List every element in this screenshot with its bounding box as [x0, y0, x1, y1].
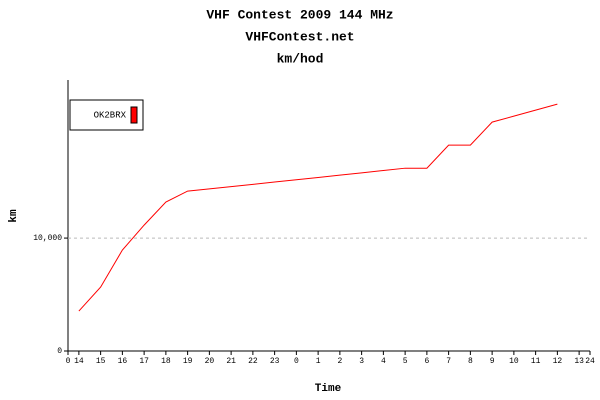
x-tick-label: 3 — [359, 357, 364, 366]
chart-annotation: km/hod — [277, 51, 324, 66]
x-tick-label: 7 — [446, 357, 451, 366]
x-tick-label: 6 — [424, 357, 429, 366]
y-tick-label: 10,000 — [33, 234, 62, 243]
x-tick-label: 21 — [226, 357, 236, 366]
y-axis-label: km — [8, 209, 20, 223]
legend-label: OK2BRX — [94, 110, 127, 120]
x-tick-label: 8 — [468, 357, 473, 366]
x-tick-label: 4 — [381, 357, 386, 366]
x-tick-label: 11 — [531, 357, 541, 366]
x-tick-label: 17 — [139, 357, 149, 366]
x-tick-label: 2 — [337, 357, 342, 366]
x-tick-label: 1 — [316, 357, 321, 366]
x-tick-label: 20 — [205, 357, 215, 366]
x-tick-label: 24 — [585, 357, 595, 366]
x-tick-label: 15 — [96, 357, 106, 366]
x-tick-label: 18 — [161, 357, 171, 366]
x-tick-label: 23 — [270, 357, 280, 366]
x-tick-label: 14 — [74, 357, 84, 366]
x-tick-label: 12 — [553, 357, 563, 366]
x-axis-label: Time — [315, 383, 342, 395]
x-tick-label: 22 — [248, 357, 258, 366]
series-line — [78, 103, 558, 312]
x-tick-label: 9 — [490, 357, 495, 366]
x-tick-label: 0 — [294, 357, 299, 366]
legend-swatch — [130, 106, 138, 124]
y-tick-label: 0 — [57, 347, 62, 356]
chart-title: VHF Contest 2009 144 MHz — [206, 7, 393, 22]
x-tick-label: 13 — [574, 357, 584, 366]
chart-subtitle: VHFContest.net — [245, 29, 354, 44]
x-tick-label: 16 — [118, 357, 128, 366]
x-tick-label: 0 — [66, 357, 71, 366]
x-tick-label: 19 — [183, 357, 193, 366]
x-tick-label: 10 — [509, 357, 519, 366]
x-tick-label: 5 — [403, 357, 408, 366]
